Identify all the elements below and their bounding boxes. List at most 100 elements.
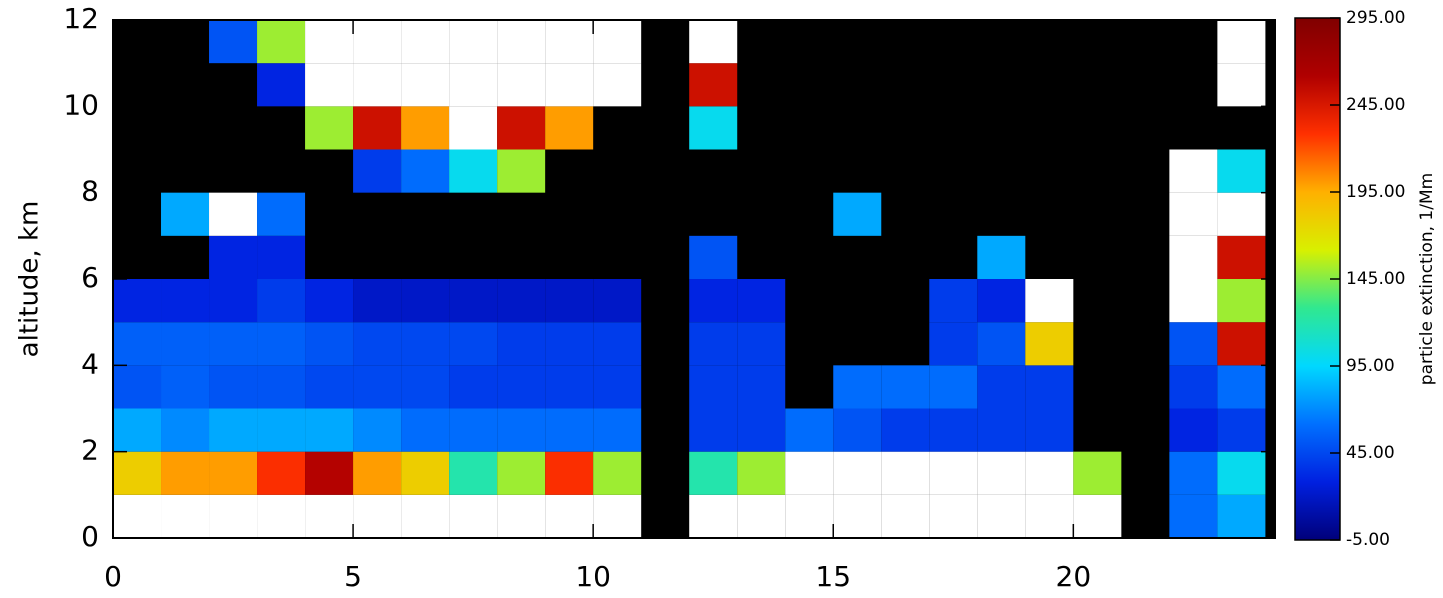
heat-cell <box>1169 149 1218 193</box>
heat-cell <box>977 494 1026 538</box>
heat-cell <box>353 494 402 538</box>
heat-cell <box>1073 451 1122 495</box>
heat-cell <box>257 322 306 366</box>
heat-cell <box>449 365 498 409</box>
heat-cell <box>689 20 738 64</box>
colorbar-tick-label: 295.00 <box>1346 8 1405 28</box>
heat-cell <box>113 494 162 538</box>
heat-cell <box>257 279 306 323</box>
heat-cell <box>545 365 594 409</box>
heat-cell <box>1025 322 1074 366</box>
heat-cell <box>977 235 1026 279</box>
heat-cell <box>881 408 930 452</box>
heat-cell <box>161 279 210 323</box>
heat-cell <box>1169 192 1218 236</box>
heat-cell <box>497 149 546 193</box>
heat-cell <box>401 365 450 409</box>
heat-cell <box>689 408 738 452</box>
heat-cell <box>497 106 546 150</box>
heat-cell <box>593 279 642 323</box>
heat-cell <box>401 20 450 64</box>
heat-cell <box>497 20 546 64</box>
heat-cell <box>449 279 498 323</box>
heat-cell <box>449 322 498 366</box>
heat-cell <box>401 494 450 538</box>
heat-cell <box>161 192 210 236</box>
heat-cell <box>1169 451 1218 495</box>
heat-cell <box>449 106 498 150</box>
heat-cell <box>401 106 450 150</box>
heat-cell <box>833 192 882 236</box>
heat-cell <box>161 494 210 538</box>
heat-cell <box>833 365 882 409</box>
heat-cell <box>257 451 306 495</box>
heat-cell <box>305 494 354 538</box>
heat-cell <box>881 451 930 495</box>
colorbar-tick-label: 145.00 <box>1346 269 1405 289</box>
heat-cell <box>1169 365 1218 409</box>
heat-cell <box>833 494 882 538</box>
heat-cell <box>929 279 978 323</box>
heat-cell <box>449 408 498 452</box>
heat-cell <box>977 365 1026 409</box>
heat-cell <box>545 494 594 538</box>
heat-cell <box>593 322 642 366</box>
heat-cell <box>113 408 162 452</box>
heat-cell <box>305 63 354 107</box>
heat-cell <box>305 20 354 64</box>
heat-cell <box>305 408 354 452</box>
heat-cell <box>545 20 594 64</box>
x-tick-label: 10 <box>575 560 611 593</box>
heat-cell <box>1025 408 1074 452</box>
heat-cell <box>161 408 210 452</box>
heat-cell <box>353 279 402 323</box>
heat-cell <box>1217 192 1266 236</box>
heat-cell <box>113 451 162 495</box>
heat-cell <box>1217 63 1266 107</box>
colorbar-tick-label: 195.00 <box>1346 182 1405 202</box>
heat-cell <box>257 494 306 538</box>
heat-cell <box>113 279 162 323</box>
heat-cell <box>737 365 786 409</box>
heat-cell <box>929 322 978 366</box>
heat-cell <box>353 106 402 150</box>
heat-cell <box>1073 494 1122 538</box>
heat-cell <box>1217 149 1266 193</box>
heat-cell <box>257 20 306 64</box>
heat-cell <box>305 322 354 366</box>
heat-cell <box>545 451 594 495</box>
heat-cell <box>353 149 402 193</box>
heat-cell <box>209 451 258 495</box>
heat-cell <box>833 451 882 495</box>
heat-cell <box>593 451 642 495</box>
heat-cell <box>353 322 402 366</box>
heat-cell <box>353 63 402 107</box>
colorbar-tick-label: -5.00 <box>1346 530 1390 550</box>
y-tick-label: 6 <box>81 261 99 294</box>
heat-cell <box>689 63 738 107</box>
heat-cell <box>353 451 402 495</box>
heat-cell <box>1217 451 1266 495</box>
x-tick-label: 0 <box>104 560 122 593</box>
heat-cell <box>545 106 594 150</box>
heat-cell <box>209 365 258 409</box>
heat-cell <box>1217 494 1266 538</box>
heat-cell <box>545 279 594 323</box>
heat-cell <box>449 63 498 107</box>
heat-cell <box>401 408 450 452</box>
heat-cell <box>833 408 882 452</box>
heat-cell <box>737 494 786 538</box>
heat-cell <box>689 106 738 150</box>
heat-cell <box>257 365 306 409</box>
heat-cell <box>545 322 594 366</box>
heat-cell <box>1217 408 1266 452</box>
heat-cell <box>161 322 210 366</box>
colorbar-tick-label: 95.00 <box>1346 356 1395 376</box>
heat-cell <box>305 106 354 150</box>
heat-cell <box>401 322 450 366</box>
y-tick-label: 0 <box>81 520 99 553</box>
heat-cell <box>497 451 546 495</box>
heat-cell <box>257 63 306 107</box>
heat-cell <box>545 63 594 107</box>
heat-cell <box>737 408 786 452</box>
